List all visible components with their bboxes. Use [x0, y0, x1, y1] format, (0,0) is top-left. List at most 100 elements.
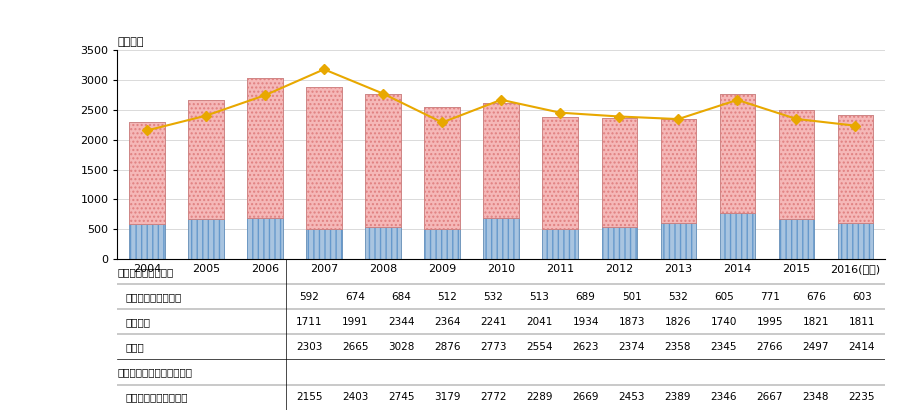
Text: 1934: 1934	[572, 317, 598, 327]
Text: 2289: 2289	[526, 392, 552, 402]
Bar	[660, 223, 695, 259]
Text: （件数）: （件数）	[117, 37, 143, 47]
Text: 3028: 3028	[388, 342, 414, 352]
Text: 2241: 2241	[480, 317, 506, 327]
Bar	[424, 107, 459, 229]
Text: 603: 603	[851, 292, 870, 302]
Bar	[601, 227, 636, 259]
Bar	[188, 219, 224, 259]
Bar	[424, 229, 459, 259]
Bar	[188, 100, 224, 219]
Bar	[719, 94, 754, 213]
Bar	[306, 229, 341, 259]
Text: 513: 513	[529, 292, 549, 302]
Text: 689: 689	[575, 292, 595, 302]
Bar	[601, 118, 636, 227]
Text: 771: 771	[759, 292, 779, 302]
Bar	[188, 100, 224, 219]
Text: 1826: 1826	[664, 317, 690, 327]
Bar	[365, 94, 400, 227]
Text: 2667: 2667	[756, 392, 782, 402]
Text: 676: 676	[805, 292, 825, 302]
Bar	[424, 229, 459, 259]
Text: 1821: 1821	[802, 317, 828, 327]
Text: 2364: 2364	[434, 317, 460, 327]
Bar	[129, 224, 164, 259]
Text: 1711: 1711	[296, 317, 322, 327]
Bar	[306, 229, 341, 259]
Text: 重要無線通信妨害: 重要無線通信妨害	[125, 292, 182, 302]
Bar	[306, 87, 341, 229]
Bar	[247, 218, 282, 259]
Bar	[129, 122, 164, 224]
Text: 合計: 合計	[125, 342, 144, 352]
Text: 3179: 3179	[434, 392, 460, 402]
Text: 674: 674	[345, 292, 365, 302]
Bar	[247, 78, 282, 218]
Text: 2303: 2303	[296, 342, 322, 352]
Bar	[778, 110, 814, 219]
Text: 1991: 1991	[342, 317, 368, 327]
Bar	[660, 223, 695, 259]
Bar	[778, 219, 814, 259]
Bar	[542, 117, 577, 229]
Bar	[365, 94, 400, 227]
Bar	[129, 224, 164, 259]
Text: 1873: 1873	[618, 317, 644, 327]
Text: 1995: 1995	[756, 317, 782, 327]
Text: 2497: 2497	[802, 342, 828, 352]
Text: 2745: 2745	[388, 392, 414, 402]
Bar	[837, 115, 872, 223]
Text: 2358: 2358	[664, 342, 690, 352]
Text: 512: 512	[437, 292, 457, 302]
Text: 532: 532	[483, 292, 503, 302]
Text: 2665: 2665	[342, 342, 368, 352]
Text: 混信・妨害申告件数: 混信・妨害申告件数	[117, 267, 173, 277]
Text: 2669: 2669	[572, 392, 598, 402]
Bar	[778, 219, 814, 259]
Text: 混信・妨害申告の措置件数: 混信・妨害申告の措置件数	[117, 367, 192, 377]
Bar	[542, 117, 577, 229]
Bar	[483, 218, 519, 259]
Text: 2876: 2876	[434, 342, 460, 352]
Text: 2453: 2453	[618, 392, 644, 402]
Text: 2554: 2554	[526, 342, 552, 352]
Text: 501: 501	[621, 292, 640, 302]
Bar	[365, 227, 400, 259]
Text: 605: 605	[713, 292, 732, 302]
Text: 2623: 2623	[572, 342, 598, 352]
Bar	[129, 122, 164, 224]
Text: 2155: 2155	[296, 392, 322, 402]
Bar	[483, 218, 519, 259]
Bar	[837, 115, 872, 223]
Text: 2414: 2414	[848, 342, 874, 352]
Bar	[483, 102, 519, 218]
Text: 2766: 2766	[756, 342, 782, 352]
Bar	[660, 119, 695, 223]
Text: 1740: 1740	[710, 317, 736, 327]
Text: 2346: 2346	[710, 392, 736, 402]
Bar	[837, 223, 872, 259]
Bar	[365, 227, 400, 259]
Text: 1811: 1811	[848, 317, 874, 327]
Bar	[778, 110, 814, 219]
Bar	[483, 102, 519, 218]
Text: その他: その他	[125, 317, 151, 327]
Text: 2041: 2041	[526, 317, 552, 327]
Text: 2344: 2344	[388, 317, 414, 327]
Bar	[719, 213, 754, 259]
Text: 684: 684	[391, 292, 411, 302]
Bar	[424, 107, 459, 229]
Text: 2235: 2235	[848, 392, 874, 402]
Bar	[188, 219, 224, 259]
Text: 2374: 2374	[618, 342, 644, 352]
Text: 592: 592	[299, 292, 319, 302]
Bar	[719, 94, 754, 213]
Text: 2772: 2772	[480, 392, 506, 402]
Text: 2403: 2403	[342, 392, 368, 402]
Bar	[601, 118, 636, 227]
Bar	[542, 229, 577, 259]
Bar	[306, 87, 341, 229]
Text: 532: 532	[667, 292, 687, 302]
Bar	[719, 213, 754, 259]
